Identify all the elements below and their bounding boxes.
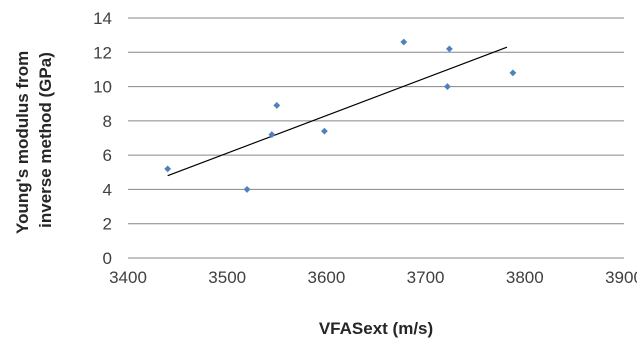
- y-tick-label: 10: [93, 78, 112, 97]
- data-point: [444, 83, 451, 90]
- x-tick-label: 3400: [109, 268, 147, 287]
- y-axis-ticks: 0 2 4 6 8 10 12 14: [93, 9, 112, 268]
- y-tick-label: 14: [93, 9, 112, 28]
- data-point: [164, 165, 172, 173]
- data-point: [273, 102, 281, 109]
- data-point: [446, 45, 453, 53]
- y-axis-title: Young's modulus from inverse method (GPa…: [13, 46, 55, 234]
- y-tick-label: 12: [93, 43, 112, 62]
- gridlines: [128, 17, 624, 259]
- data-point: [509, 69, 517, 77]
- y-tick-label: 6: [103, 146, 112, 165]
- linear-trendline: [167, 46, 508, 177]
- y-tick-label: 4: [103, 180, 112, 199]
- y-axis-title-line-1: Young's modulus from: [13, 51, 32, 234]
- x-axis-title: VFASext (m/s): [319, 319, 433, 338]
- x-axis-ticks: 3400 3500 3600 3700 3800 3900: [109, 268, 637, 287]
- x-tick-label: 3900: [605, 268, 637, 287]
- y-axis-title-line-2: inverse method (GPa): [36, 52, 55, 228]
- trendline-layer: [167, 46, 508, 177]
- data-point: [268, 131, 276, 138]
- data-point: [243, 186, 251, 193]
- y-tick-label: 8: [103, 112, 112, 131]
- x-tick-label: 3700: [407, 268, 445, 287]
- x-tick-label: 3800: [506, 268, 544, 287]
- data-point: [400, 38, 408, 46]
- x-tick-label: 3600: [307, 268, 345, 287]
- x-tick-label: 3500: [208, 268, 246, 287]
- data-points: [164, 38, 517, 193]
- y-tick-label: 2: [103, 215, 112, 234]
- data-point: [321, 127, 328, 135]
- y-tick-label: 0: [103, 249, 112, 268]
